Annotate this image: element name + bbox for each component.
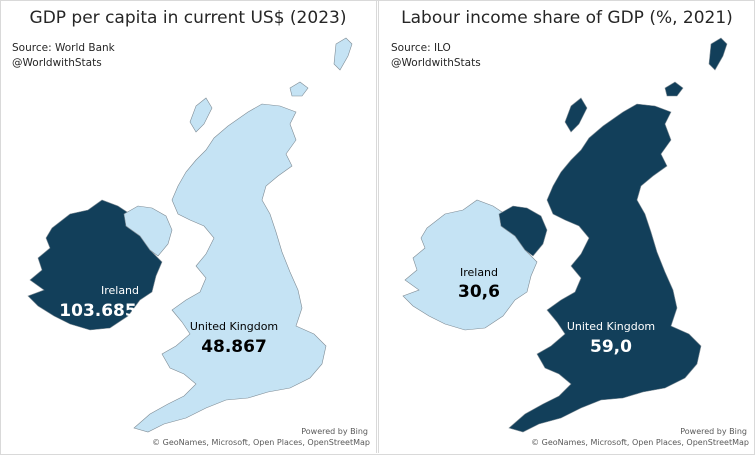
gdp-ireland-label: Ireland (100, 284, 140, 297)
ireland-region (402, 199, 538, 331)
labour-share-map-title: Labour income share of GDP (%, 2021) (401, 8, 733, 28)
gdp-map-panel: GDP per capita in current US$ (2023) Sou… (0, 0, 377, 453)
gdp-uk-label: United Kingdom (189, 320, 279, 333)
gdp-map (0, 0, 376, 453)
gdp-handle-text: @WorldwithStats (12, 57, 102, 69)
gdp-powered-by: Powered by Bing (301, 427, 368, 436)
gdp-source-text: Source: World Bank (12, 42, 115, 54)
gdp-uk-value: 48.867 (201, 337, 267, 357)
hebrides-islands (564, 97, 588, 133)
labour-share-source-text: Source: ILO (391, 42, 451, 54)
orkney-islands (664, 81, 684, 97)
labour-share-handle-text: @WorldwithStats (391, 57, 481, 69)
labour-share-uk-label: United Kingdom (566, 320, 656, 333)
gdp-attribution: © GeoNames, Microsoft, Open Places, Open… (152, 438, 370, 447)
labour-share-source-block: Source: ILO @WorldwithStats (391, 41, 481, 71)
labour-share-ireland-value: 30,6 (458, 282, 500, 302)
great-britain-region (133, 103, 327, 433)
gdp-source-block: Source: World Bank @WorldwithStats (12, 41, 115, 71)
labour-share-powered-by: Powered by Bing (680, 427, 747, 436)
labour-share-uk-value: 59,0 (590, 337, 632, 357)
great-britain-region (508, 103, 702, 433)
labour-share-map (379, 0, 755, 453)
gdp-ireland-value: 103.685 (59, 301, 137, 321)
northern-ireland-region (498, 205, 548, 257)
shetland-islands (708, 37, 728, 71)
orkney-islands (289, 81, 309, 97)
northern-ireland-region (123, 205, 173, 257)
labour-share-map-panel: Labour income share of GDP (%, 2021) Sou… (378, 0, 755, 453)
gdp-map-title: GDP per capita in current US$ (2023) (29, 8, 347, 28)
hebrides-islands (189, 97, 213, 133)
labour-share-ireland-label: Ireland (459, 266, 499, 279)
labour-share-attribution: © GeoNames, Microsoft, Open Places, Open… (531, 438, 749, 447)
ireland-region (27, 199, 163, 331)
shetland-islands (333, 37, 353, 71)
